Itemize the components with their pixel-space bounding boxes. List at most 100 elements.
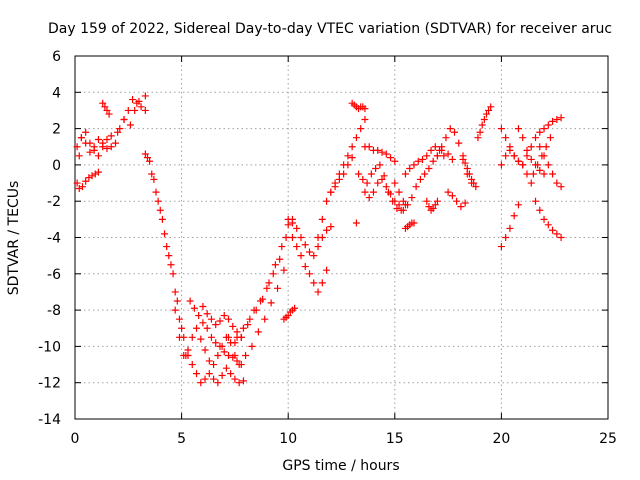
data-point	[137, 103, 145, 111]
data-point	[448, 155, 456, 163]
y-tick-label: 4	[52, 85, 61, 101]
y-tick-label: -8	[47, 303, 61, 319]
data-point	[395, 188, 403, 196]
data-point	[357, 125, 365, 133]
data-point	[318, 279, 326, 287]
series-arc-aj	[529, 134, 554, 178]
data-point	[444, 188, 452, 196]
data-point	[557, 114, 565, 122]
data-point	[457, 203, 465, 211]
data-point	[361, 116, 369, 124]
data-point	[527, 143, 535, 151]
data-point	[474, 134, 482, 142]
data-point	[105, 110, 113, 118]
data-point	[284, 312, 292, 320]
data-point	[502, 152, 510, 160]
data-point	[288, 219, 296, 227]
data-point	[116, 125, 124, 133]
x-tick-label: 20	[492, 431, 510, 447]
data-point	[536, 166, 544, 174]
data-point	[527, 155, 535, 163]
data-point	[323, 226, 331, 234]
data-point	[158, 215, 166, 223]
data-point	[107, 143, 115, 151]
data-point	[203, 324, 211, 332]
data-point	[271, 261, 279, 269]
data-point	[259, 295, 267, 303]
data-point	[448, 192, 456, 200]
data-point	[291, 304, 299, 312]
data-point	[131, 106, 139, 114]
data-point	[553, 230, 561, 238]
data-point	[382, 183, 390, 191]
data-point	[244, 321, 252, 329]
data-point	[252, 306, 260, 314]
data-point	[175, 333, 183, 341]
data-point	[425, 203, 433, 211]
data-point	[75, 152, 83, 160]
data-point	[188, 333, 196, 341]
data-point	[246, 315, 254, 323]
data-point	[229, 353, 237, 361]
data-point	[410, 161, 418, 169]
x-tick-label: 25	[599, 431, 617, 447]
data-point	[365, 194, 373, 202]
data-point	[210, 361, 218, 369]
series-arc-j	[225, 215, 296, 347]
data-point	[216, 317, 224, 325]
series-arc-d	[99, 99, 113, 118]
y-tick-label: 0	[52, 158, 61, 174]
series-arc-u	[361, 175, 407, 214]
data-point	[344, 152, 352, 160]
data-point	[352, 219, 360, 227]
data-point	[231, 339, 239, 347]
series-arc-ag	[497, 201, 522, 251]
series-arc-ai	[536, 114, 565, 136]
data-point	[391, 157, 399, 165]
data-point	[169, 270, 177, 278]
data-point	[112, 139, 120, 147]
data-point	[156, 206, 164, 214]
data-point	[180, 351, 188, 359]
data-point	[163, 243, 171, 251]
data-point	[470, 179, 478, 187]
data-point	[254, 328, 262, 336]
data-point	[450, 128, 458, 136]
data-point	[436, 146, 444, 154]
data-point	[261, 315, 269, 323]
data-point	[532, 134, 540, 142]
series-arc-m	[280, 304, 299, 323]
data-point	[540, 215, 548, 223]
data-point	[553, 179, 561, 187]
data-point	[82, 177, 90, 185]
series-arc-ac	[459, 155, 480, 191]
data-point	[114, 128, 122, 136]
data-point	[171, 306, 179, 314]
data-point	[101, 103, 109, 111]
data-point	[135, 97, 143, 105]
data-point	[419, 155, 427, 163]
data-point	[141, 150, 149, 158]
data-point	[444, 150, 452, 158]
series-arc-v	[361, 143, 399, 165]
data-point	[278, 243, 286, 251]
data-point	[361, 105, 369, 113]
y-tick-label: -4	[47, 231, 61, 247]
series-arc-c	[77, 92, 149, 160]
data-point	[152, 188, 160, 196]
data-point	[186, 297, 194, 305]
series-arc-f	[143, 154, 190, 359]
data-point	[293, 224, 301, 232]
y-tick-label: 6	[52, 49, 61, 65]
axis-ticks: 0 5 10 15 20 25 -14 -12 -10 -8 -6 -4 -2 0 2 4 6	[38, 49, 617, 447]
data-point	[408, 194, 416, 202]
data-point	[497, 243, 505, 251]
series-arc-k	[233, 221, 292, 341]
series-arc-h	[186, 297, 245, 369]
data-point	[472, 183, 480, 191]
data-point	[369, 188, 377, 196]
data-point	[86, 148, 94, 156]
series-arc-x	[401, 143, 456, 178]
series-arc-r	[348, 99, 369, 113]
